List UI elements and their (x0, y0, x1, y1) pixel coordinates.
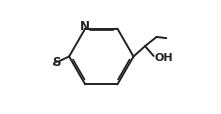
Text: S: S (52, 55, 60, 68)
Text: N: N (80, 20, 90, 33)
Text: OH: OH (154, 53, 173, 63)
